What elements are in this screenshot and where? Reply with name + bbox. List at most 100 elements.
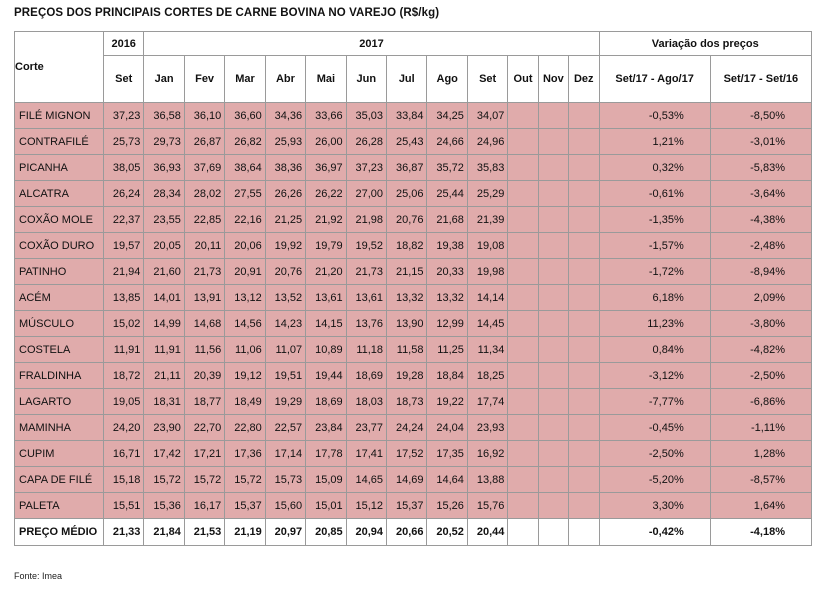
price-cell: 36,87 bbox=[386, 154, 428, 181]
variation-year-cell: -1,11% bbox=[709, 414, 813, 441]
price-cell: 35,03 bbox=[345, 102, 388, 129]
price-cell: 28,34 bbox=[143, 180, 185, 207]
price-cell: 17,35 bbox=[426, 440, 468, 467]
price-cell: 20,44 bbox=[466, 518, 509, 546]
variation-year-cell: -8,50% bbox=[709, 102, 813, 129]
price-cell: 19,79 bbox=[305, 232, 347, 259]
price-cell bbox=[537, 440, 570, 467]
price-cell: 17,74 bbox=[466, 388, 509, 415]
price-cell: 17,41 bbox=[345, 440, 388, 467]
month-header-row: Set Jan Fev Mar Abr Mai Jun Jul Ago Set Out Nov Dez S… bbox=[15, 55, 813, 103]
price-cell: 25,43 bbox=[386, 128, 428, 155]
month-header: Jun bbox=[345, 55, 388, 103]
price-cell bbox=[568, 232, 600, 259]
price-cell: 20,06 bbox=[224, 232, 266, 259]
price-cell: 23,55 bbox=[143, 206, 185, 233]
table-row: PALETA 15,51 15,36 16,17 15,37 15,60 15,01 15,1… bbox=[14, 492, 813, 519]
table-row: PATINHO 21,94 21,60 21,73 20,91 20,76 21,20 21,… bbox=[14, 258, 813, 285]
price-cell: 26,82 bbox=[224, 128, 266, 155]
price-cell: 23,93 bbox=[466, 414, 509, 441]
price-cell bbox=[537, 180, 570, 207]
price-cell: 19,51 bbox=[264, 362, 307, 389]
price-cell: 18,31 bbox=[143, 388, 185, 415]
price-cell bbox=[507, 128, 539, 155]
var-month-header: Set/17 - Ago/17 bbox=[598, 55, 711, 103]
month-header: Set bbox=[102, 55, 145, 103]
variation-month-cell: 0,84% bbox=[598, 336, 711, 363]
price-cell bbox=[537, 310, 570, 337]
price-cell: 19,52 bbox=[345, 232, 388, 259]
price-cell: 13,61 bbox=[345, 284, 388, 311]
price-cell bbox=[507, 388, 539, 415]
variation-month-cell: -1,72% bbox=[598, 258, 711, 285]
price-cell bbox=[568, 414, 600, 441]
price-cell: 22,37 bbox=[102, 206, 145, 233]
price-cell: 23,84 bbox=[305, 414, 347, 441]
source-note: Fonte: Imea bbox=[14, 571, 63, 581]
price-cell: 35,83 bbox=[466, 154, 509, 181]
variation-year-cell: -5,83% bbox=[709, 154, 813, 181]
price-cell bbox=[537, 284, 570, 311]
price-cell: 13,85 bbox=[102, 284, 145, 311]
price-cell bbox=[507, 466, 539, 493]
price-cell: 16,17 bbox=[183, 492, 226, 519]
price-cell: 38,64 bbox=[224, 154, 266, 181]
price-cell bbox=[507, 414, 539, 441]
price-cell: 15,01 bbox=[305, 492, 347, 519]
table-row: COSTELA 11,91 11,91 11,56 11,06 11,07 10,89 11,… bbox=[14, 336, 813, 363]
variation-month-cell: -3,12% bbox=[598, 362, 711, 389]
price-cell: 14,69 bbox=[386, 466, 428, 493]
price-cell bbox=[507, 440, 539, 467]
price-cell: 20,66 bbox=[386, 518, 428, 546]
price-cell: 19,98 bbox=[466, 258, 509, 285]
price-cell: 15,73 bbox=[264, 466, 307, 493]
price-cell: 21,73 bbox=[345, 258, 388, 285]
price-cell: 15,12 bbox=[345, 492, 388, 519]
variation-year-cell: -3,80% bbox=[709, 310, 813, 337]
price-cell: 18,84 bbox=[426, 362, 468, 389]
price-cell: 22,85 bbox=[183, 206, 226, 233]
variation-month-cell: -5,20% bbox=[598, 466, 711, 493]
price-cell: 38,05 bbox=[102, 154, 145, 181]
price-cell: 24,66 bbox=[426, 128, 468, 155]
price-cell bbox=[507, 336, 539, 363]
variation-month-cell: 1,21% bbox=[598, 128, 711, 155]
price-cell: 36,93 bbox=[143, 154, 185, 181]
price-cell: 20,97 bbox=[264, 518, 307, 546]
cut-name: PATINHO bbox=[14, 258, 104, 285]
price-cell: 20,05 bbox=[143, 232, 185, 259]
month-header: Out bbox=[507, 55, 539, 103]
price-cell: 22,16 bbox=[224, 206, 266, 233]
price-cell: 14,15 bbox=[305, 310, 347, 337]
price-cell: 18,49 bbox=[224, 388, 266, 415]
month-header: Mai bbox=[305, 55, 347, 103]
price-cell: 25,29 bbox=[466, 180, 509, 207]
cut-name: COXÃO DURO bbox=[14, 232, 104, 259]
month-header: Dez bbox=[568, 55, 600, 103]
cut-name: CAPA DE FILÉ bbox=[14, 466, 104, 493]
corte-header: Corte bbox=[14, 31, 104, 103]
price-cell: 15,51 bbox=[102, 492, 145, 519]
price-cell: 22,70 bbox=[183, 414, 226, 441]
table-row: CAPA DE FILÉ 15,18 15,72 15,72 15,72 15,73 15,… bbox=[14, 466, 813, 493]
price-cell: 19,08 bbox=[466, 232, 509, 259]
price-cell: 15,72 bbox=[143, 466, 185, 493]
month-header: Fev bbox=[183, 55, 226, 103]
price-cell: 20,94 bbox=[345, 518, 388, 546]
variation-year-cell: -4,38% bbox=[709, 206, 813, 233]
variation-month-cell: -0,53% bbox=[598, 102, 711, 129]
price-cell: 14,23 bbox=[264, 310, 307, 337]
variation-year-cell: -8,57% bbox=[709, 466, 813, 493]
year-2016-header: 2016 bbox=[102, 31, 145, 56]
price-cell: 21,11 bbox=[143, 362, 185, 389]
price-cell: 15,09 bbox=[305, 466, 347, 493]
month-header: Jul bbox=[386, 55, 428, 103]
month-header: Jan bbox=[143, 55, 185, 103]
price-cell: 11,18 bbox=[345, 336, 388, 363]
price-cell: 19,22 bbox=[426, 388, 468, 415]
price-cell: 35,72 bbox=[426, 154, 468, 181]
price-cell bbox=[568, 388, 600, 415]
variation-month-cell: -2,50% bbox=[598, 440, 711, 467]
price-cell: 26,28 bbox=[345, 128, 388, 155]
price-cell: 23,77 bbox=[345, 414, 388, 441]
